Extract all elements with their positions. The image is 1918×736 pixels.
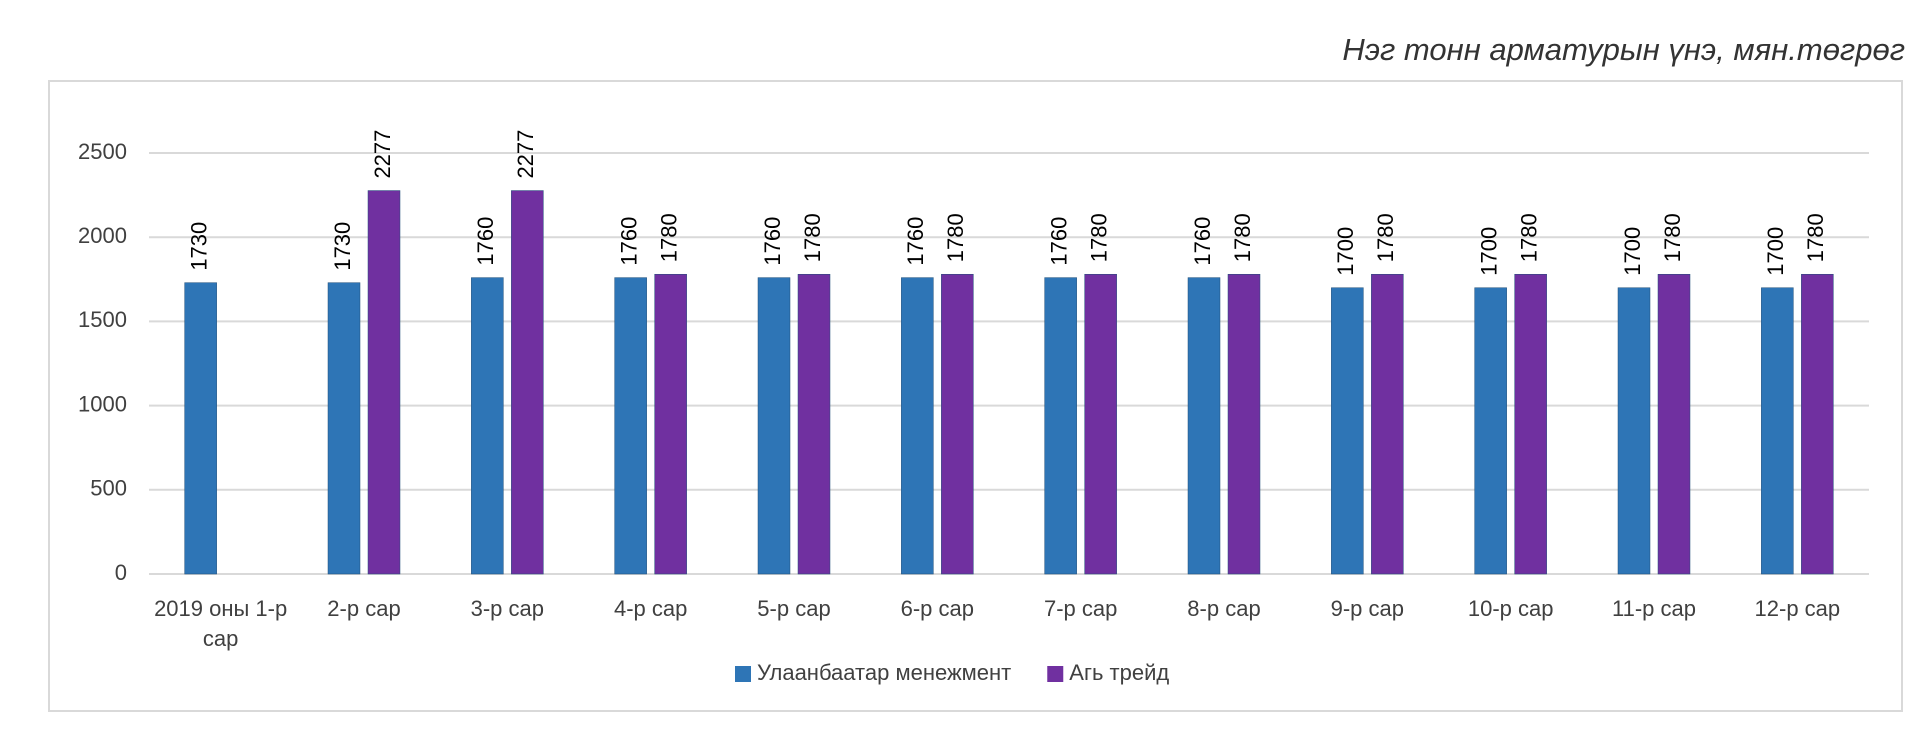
bar [1617, 287, 1651, 575]
x-tick-label: 4-р сар [613, 596, 688, 621]
legend-label: Улаанбаатар менежмент [757, 660, 1011, 685]
bar [1187, 277, 1221, 575]
bar [184, 282, 217, 575]
value-label: 1700 [1333, 227, 1358, 276]
value-label: 1700 [1763, 227, 1788, 276]
x-tick-label: 11-р сар [1612, 596, 1696, 621]
bar [367, 190, 401, 575]
value-label: 1760 [1190, 217, 1215, 266]
value-label: 1730 [330, 222, 355, 271]
bar [511, 190, 544, 575]
value-label: 1760 [760, 217, 785, 266]
bar [327, 282, 361, 575]
value-label: 1780 [1803, 213, 1828, 262]
bar [901, 277, 934, 575]
bar [1044, 277, 1077, 575]
x-tick-label: 5-р сар [757, 596, 831, 621]
value-label: 1780 [1516, 213, 1541, 262]
value-label: 1730 [186, 222, 211, 271]
x-tick-label: 2019 оны 1-р сар [154, 596, 288, 651]
bar [654, 273, 687, 575]
value-label: 1780 [1660, 213, 1685, 262]
bar [1084, 273, 1117, 575]
chart-title: Нэг тонн арматурын үнэ, мян.төгрөг [1342, 32, 1905, 67]
value-label: 1700 [1620, 227, 1645, 276]
value-label: 2277 [513, 130, 538, 179]
legend-label: Агь трейд [1069, 660, 1169, 685]
y-tick-label: 2000 [78, 223, 127, 248]
value-label: 1780 [1373, 213, 1398, 262]
bar [757, 277, 791, 575]
x-tick-label: 6-р сар [900, 596, 975, 621]
value-label: 1780 [656, 213, 681, 262]
x-tick-label: 3-р сар [470, 596, 545, 621]
bar [1227, 273, 1261, 575]
bar [1801, 273, 1834, 575]
legend-swatch [1047, 666, 1064, 682]
bar [941, 273, 974, 575]
x-tick-label: 8-р сар [1187, 596, 1261, 621]
x-tick-label: 9-р сар [1330, 596, 1405, 621]
x-tick-label: 10-р сар [1467, 596, 1554, 621]
x-tick-label: 7-р сар [1043, 596, 1118, 621]
value-label: 1760 [473, 217, 498, 266]
bar [1371, 273, 1404, 575]
bar [797, 273, 831, 575]
y-tick-label: 500 [90, 476, 127, 501]
y-tick-label: 2500 [78, 139, 127, 164]
x-tick-label: 12-р сар [1754, 596, 1841, 621]
bar [614, 277, 647, 575]
value-label: 1780 [1086, 213, 1111, 262]
bar [1331, 287, 1364, 575]
y-tick-label: 0 [115, 560, 127, 585]
value-label: 1700 [1476, 227, 1501, 276]
y-tick-label: 1000 [78, 391, 127, 416]
bar [1474, 287, 1507, 575]
value-label: 1780 [800, 213, 825, 262]
value-label: 2277 [370, 130, 395, 179]
bar [1514, 273, 1547, 575]
chart-frame [48, 80, 1903, 712]
bar [471, 277, 504, 575]
value-label: 1780 [1230, 213, 1255, 262]
value-label: 1760 [1046, 217, 1071, 266]
y-tick-label: 1500 [78, 307, 127, 332]
legend-swatch [735, 666, 751, 682]
value-label: 1760 [903, 217, 928, 266]
value-label: 1780 [943, 213, 968, 262]
value-label: 1760 [616, 217, 641, 266]
bar [1761, 287, 1794, 575]
x-tick-label: 2-р сар [327, 596, 401, 621]
bar [1657, 273, 1691, 575]
